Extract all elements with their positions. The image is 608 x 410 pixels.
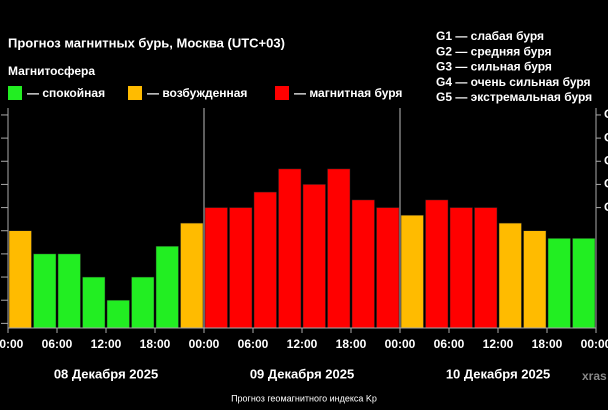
- legend-swatch: [128, 86, 142, 100]
- x-tick-label: 06:00: [434, 337, 465, 351]
- bar: [449, 207, 473, 329]
- bar: [33, 253, 57, 329]
- right-tick-label: G2: [604, 177, 608, 191]
- x-tick-label: 12:00: [91, 337, 122, 351]
- footer: Прогноз геомагнитного индекса Kp: [231, 393, 377, 403]
- day-label: 09 Декабря 2025: [250, 366, 354, 381]
- x-tick-label: 06:00: [42, 337, 73, 351]
- x-tick-label: 00:00: [581, 337, 608, 351]
- x-tick-label: 12:00: [483, 337, 514, 351]
- x-tick-label: 00:00: [0, 337, 24, 351]
- legend-title: Магнитосфера: [8, 64, 95, 78]
- right-tick-label: G3: [604, 153, 608, 167]
- g-scale-item: G3 — сильная буря: [436, 60, 552, 74]
- bar: [229, 207, 253, 329]
- bar: [204, 207, 228, 329]
- g-scale-item: G1 — слабая буря: [436, 29, 544, 43]
- legend-swatch: [8, 86, 22, 100]
- watermark: xras: [582, 369, 607, 383]
- bar: [376, 207, 400, 329]
- x-tick-label: 00:00: [385, 337, 416, 351]
- bar: [400, 214, 424, 329]
- x-tick-label: 06:00: [238, 337, 269, 351]
- bar: [57, 253, 81, 329]
- day-label: 10 Декабря 2025: [446, 366, 550, 381]
- day-label: 08 Декабря 2025: [54, 366, 158, 381]
- g-scale-item: G5 — экстремальная буря: [436, 90, 592, 104]
- bar: [106, 299, 130, 329]
- bar: [498, 222, 522, 329]
- bar: [302, 184, 326, 329]
- bar: [547, 238, 571, 329]
- chart-title: Прогноз магнитных бурь, Москва (UTC+03): [8, 35, 285, 50]
- x-tick-label: 18:00: [532, 337, 563, 351]
- bar: [8, 230, 32, 329]
- right-tick-label: G5: [604, 107, 608, 121]
- legend-swatch: [275, 86, 289, 100]
- bar: [351, 199, 375, 329]
- bar: [474, 207, 498, 329]
- x-tick-label: 12:00: [287, 337, 318, 351]
- legend-label: — возбужденная: [147, 86, 247, 100]
- bar: [523, 230, 547, 329]
- legend-label: — магнитная буря: [294, 86, 402, 100]
- bar: [82, 276, 106, 329]
- bar: [327, 168, 351, 329]
- bar: [155, 246, 179, 329]
- x-tick-label: 00:00: [189, 337, 220, 351]
- legend-label: — спокойная: [27, 86, 105, 100]
- x-tick-label: 18:00: [336, 337, 367, 351]
- bar: [425, 199, 449, 329]
- g-scale-item: G2 — средняя буря: [436, 44, 552, 58]
- x-tick-label: 18:00: [140, 337, 171, 351]
- right-tick-label: G1: [604, 200, 608, 214]
- bar: [253, 191, 277, 329]
- right-tick-label: G4: [604, 130, 608, 144]
- bar: [572, 238, 596, 329]
- bar: [278, 168, 302, 329]
- bar: [131, 276, 155, 329]
- g-scale-item: G4 — очень сильная буря: [436, 75, 591, 89]
- bar: [180, 222, 204, 329]
